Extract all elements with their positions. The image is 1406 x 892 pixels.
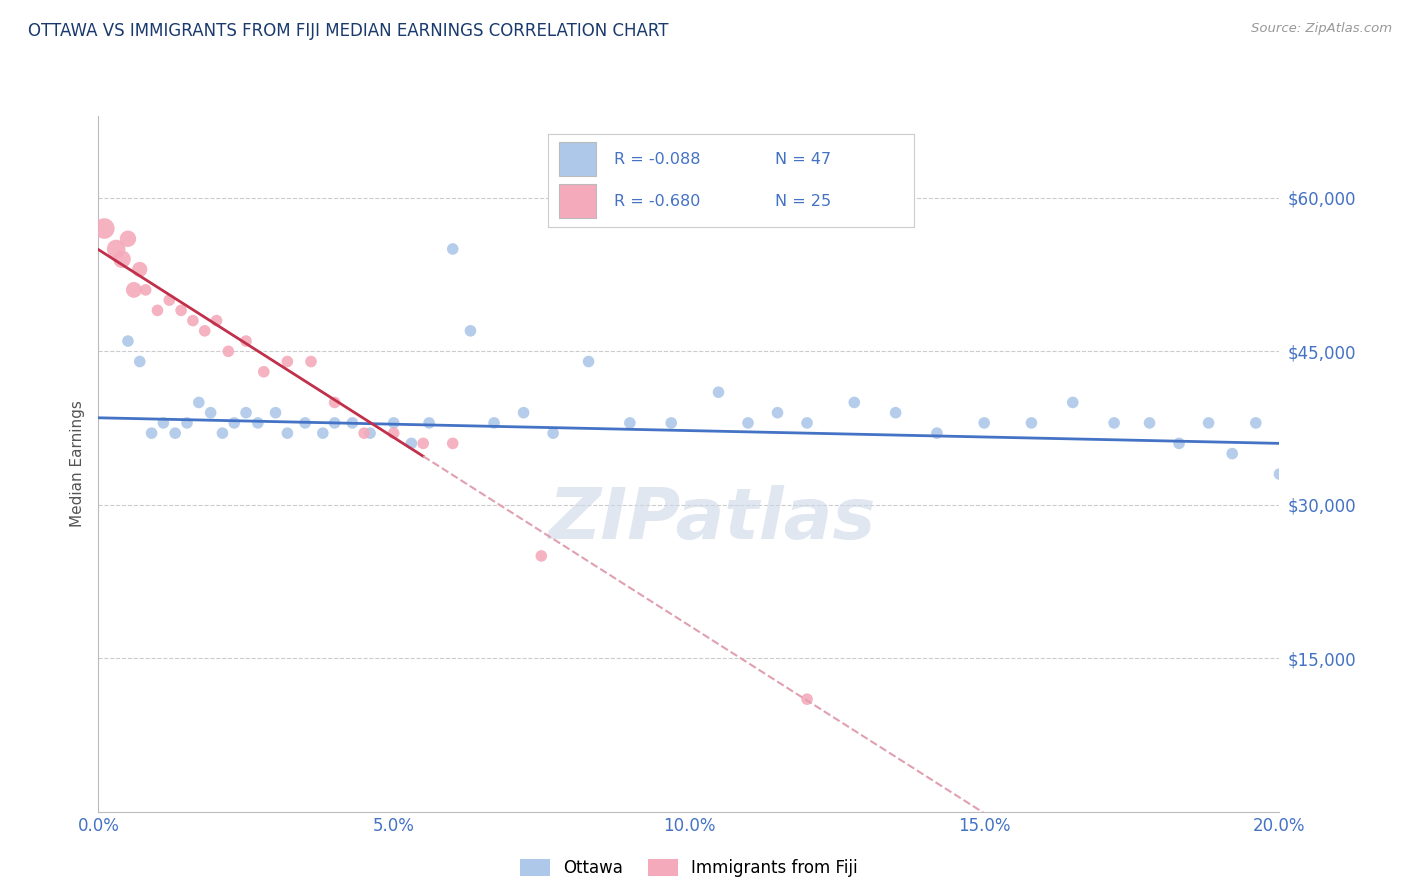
Point — [135, 283, 157, 297]
Point — [1244, 416, 1267, 430]
Point — [299, 354, 322, 368]
Point — [418, 416, 440, 430]
Text: N = 25: N = 25 — [775, 194, 831, 209]
Point — [165, 426, 187, 441]
Point — [925, 426, 948, 441]
Point — [122, 283, 145, 297]
Point — [170, 303, 193, 318]
Point — [382, 416, 405, 430]
Point — [323, 416, 346, 430]
Point — [1168, 436, 1191, 450]
Point — [1220, 447, 1243, 461]
Legend: Ottawa, Immigrants from Fiji: Ottawa, Immigrants from Fiji — [513, 852, 865, 883]
Point — [1198, 416, 1220, 430]
Point — [93, 221, 115, 235]
Point — [460, 324, 482, 338]
Point — [1102, 416, 1125, 430]
Point — [176, 416, 198, 430]
Point — [235, 334, 257, 348]
Point — [111, 252, 134, 267]
Point — [128, 262, 150, 277]
Point — [276, 354, 298, 368]
Point — [253, 365, 276, 379]
Point — [382, 426, 405, 441]
Y-axis label: Median Earnings: Median Earnings — [69, 401, 84, 527]
Point — [844, 395, 866, 409]
Point — [141, 426, 163, 441]
Point — [541, 426, 564, 441]
Point — [205, 313, 228, 327]
Point — [194, 324, 217, 338]
Point — [578, 354, 600, 368]
Point — [1021, 416, 1043, 430]
Point — [1268, 467, 1291, 481]
Point — [200, 406, 222, 420]
Point — [128, 354, 150, 368]
Point — [294, 416, 316, 430]
Point — [312, 426, 335, 441]
Point — [796, 416, 818, 430]
Point — [217, 344, 239, 359]
Point — [359, 426, 381, 441]
Point — [441, 436, 464, 450]
Text: ZIPatlas: ZIPatlas — [548, 485, 876, 554]
Point — [512, 406, 534, 420]
Point — [276, 426, 298, 441]
Point — [659, 416, 682, 430]
Point — [530, 549, 553, 563]
FancyBboxPatch shape — [560, 185, 596, 219]
Point — [619, 416, 641, 430]
Point — [105, 242, 128, 256]
Point — [235, 406, 257, 420]
Point — [211, 426, 233, 441]
Point — [152, 416, 174, 430]
Point — [323, 395, 346, 409]
Point — [482, 416, 505, 430]
Point — [117, 334, 139, 348]
Point — [117, 232, 139, 246]
Point — [1139, 416, 1161, 430]
Point — [146, 303, 169, 318]
Text: N = 47: N = 47 — [775, 152, 831, 167]
Point — [224, 416, 246, 430]
Point — [264, 406, 287, 420]
Text: Source: ZipAtlas.com: Source: ZipAtlas.com — [1251, 22, 1392, 36]
Text: OTTAWA VS IMMIGRANTS FROM FIJI MEDIAN EARNINGS CORRELATION CHART: OTTAWA VS IMMIGRANTS FROM FIJI MEDIAN EA… — [28, 22, 669, 40]
Point — [157, 293, 180, 307]
Point — [187, 395, 209, 409]
Point — [766, 406, 789, 420]
Point — [884, 406, 907, 420]
Point — [1062, 395, 1084, 409]
Point — [401, 436, 423, 450]
Point — [342, 416, 364, 430]
Text: R = -0.088: R = -0.088 — [614, 152, 700, 167]
Point — [973, 416, 995, 430]
Point — [737, 416, 759, 430]
FancyBboxPatch shape — [560, 142, 596, 176]
Point — [246, 416, 269, 430]
Point — [412, 436, 434, 450]
Point — [441, 242, 464, 256]
Point — [707, 385, 730, 400]
Point — [181, 313, 204, 327]
Text: R = -0.680: R = -0.680 — [614, 194, 700, 209]
Point — [796, 692, 818, 706]
Point — [353, 426, 375, 441]
